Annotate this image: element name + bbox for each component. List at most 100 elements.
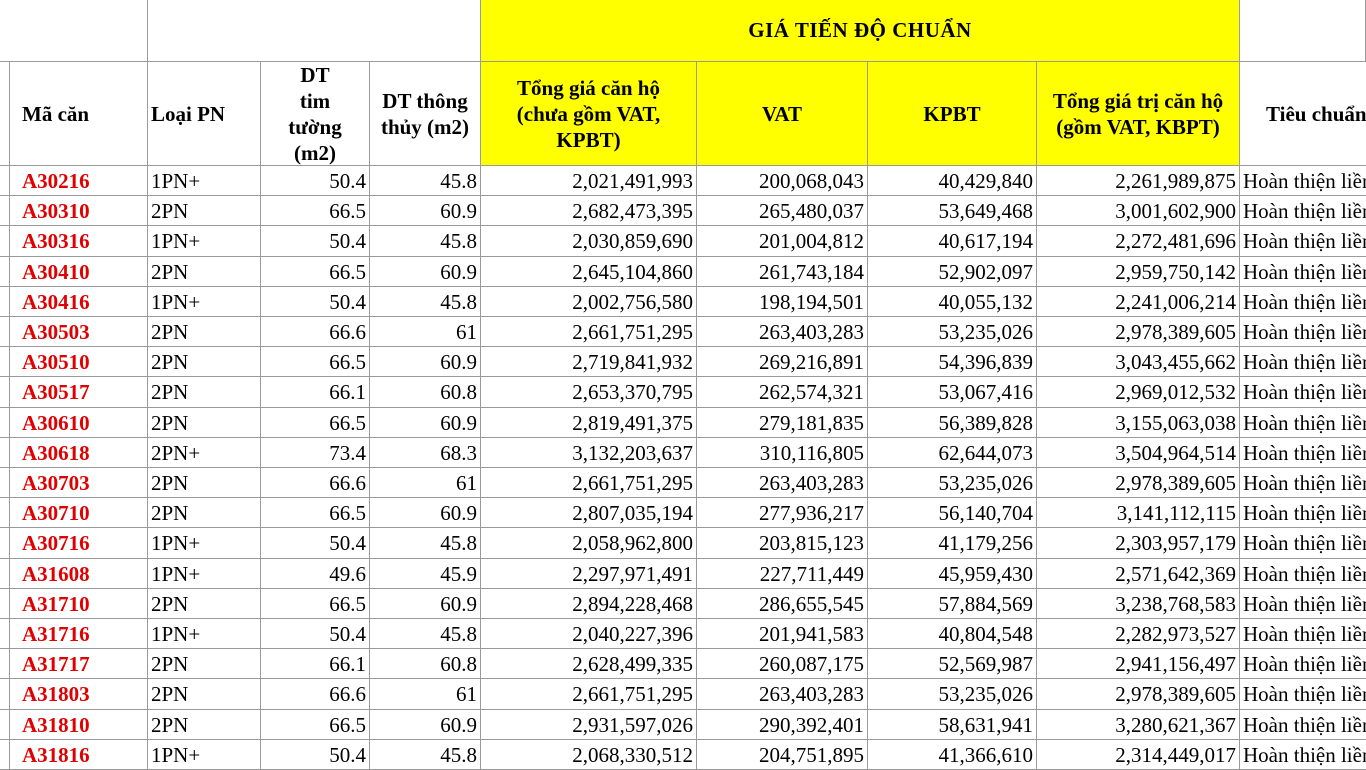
cell-tieu-chuan[interactable]: Hoàn thiện liền tường [1240,226,1366,257]
cell-dt-tim-tuong[interactable]: 66.5 [261,408,370,438]
cell-loai-pn[interactable]: 2PN [148,408,261,438]
cell-tieu-chuan[interactable]: Hoàn thiện liền tường [1240,740,1366,770]
cell-ma-can[interactable]: A30216 [10,166,148,196]
cell-dt-thong-thuy[interactable]: 45.9 [370,559,481,589]
cell-kpbt[interactable]: 40,429,840 [868,166,1037,196]
cell-tong-gia[interactable]: 2,661,751,295 [481,679,697,710]
cell-tong-gia[interactable]: 2,297,971,491 [481,559,697,589]
cell-loai-pn[interactable]: 1PN+ [148,166,261,196]
cell-dt-thong-thuy[interactable]: 60.9 [370,589,481,619]
cell-tong-gia-tri[interactable]: 2,303,957,179 [1037,528,1240,559]
cell-dt-tim-tuong[interactable]: 66.5 [261,498,370,528]
header-loai-pn[interactable]: Loại PN [148,62,261,166]
cell-tong-gia[interactable]: 2,819,491,375 [481,408,697,438]
cell-tong-gia[interactable]: 2,068,330,512 [481,740,697,770]
cell-tong-gia-tri[interactable]: 3,141,112,115 [1037,498,1240,528]
cell-dt-tim-tuong[interactable]: 66.6 [261,468,370,498]
cell-vat[interactable]: 277,936,217 [697,498,868,528]
cell-tieu-chuan[interactable]: Hoàn thiện liền tường [1240,589,1366,619]
cell-dt-tim-tuong[interactable]: 49.6 [261,559,370,589]
cell-kpbt[interactable]: 40,617,194 [868,226,1037,257]
cell-ma-can[interactable]: A31810 [10,710,148,740]
cell-tong-gia-tri[interactable]: 2,969,012,532 [1037,377,1240,408]
cell-dt-thong-thuy[interactable]: 45.8 [370,528,481,559]
cell-tong-gia[interactable]: 2,653,370,795 [481,377,697,408]
cell-loai-pn[interactable]: 1PN+ [148,740,261,770]
cell-tieu-chuan[interactable]: Hoàn thiện liền tường [1240,468,1366,498]
cell-loai-pn[interactable]: 2PN [148,710,261,740]
cell-loai-pn[interactable]: 1PN+ [148,528,261,559]
cell-tieu-chuan[interactable]: Hoàn thiện liền tường [1240,559,1366,589]
cell-ma-can[interactable]: A30510 [10,347,148,377]
cell-tong-gia[interactable]: 3,132,203,637 [481,438,697,468]
cell-tieu-chuan[interactable]: Hoàn thiện liền tường [1240,166,1366,196]
cell-kpbt[interactable]: 41,179,256 [868,528,1037,559]
cell-vat[interactable]: 198,194,501 [697,287,868,317]
cell-vat[interactable]: 265,480,037 [697,196,868,226]
cell-kpbt[interactable]: 52,902,097 [868,257,1037,287]
cell-ma-can[interactable]: A31608 [10,559,148,589]
cell-tong-gia-tri[interactable]: 2,978,389,605 [1037,679,1240,710]
cell-tong-gia-tri[interactable]: 2,261,989,875 [1037,166,1240,196]
cell-tong-gia[interactable]: 2,030,859,690 [481,226,697,257]
cell-tieu-chuan[interactable]: Hoàn thiện liền tường [1240,710,1366,740]
header-tong-gia[interactable]: Tổng giá căn hộ (chưa gồm VAT, KPBT) [481,62,697,166]
cell-tong-gia-tri[interactable]: 2,978,389,605 [1037,317,1240,347]
cell-kpbt[interactable]: 45,959,430 [868,559,1037,589]
cell-vat[interactable]: 203,815,123 [697,528,868,559]
cell-vat[interactable]: 269,216,891 [697,347,868,377]
cell-tong-gia[interactable]: 2,894,228,468 [481,589,697,619]
cell-ma-can[interactable]: A30416 [10,287,148,317]
cell-kpbt[interactable]: 53,649,468 [868,196,1037,226]
cell-dt-thong-thuy[interactable]: 61 [370,679,481,710]
cell-dt-tim-tuong[interactable]: 50.4 [261,226,370,257]
cell-tong-gia[interactable]: 2,645,104,860 [481,257,697,287]
cell-tong-gia-tri[interactable]: 2,978,389,605 [1037,468,1240,498]
cell-tong-gia[interactable]: 2,661,751,295 [481,317,697,347]
cell-vat[interactable]: 227,711,449 [697,559,868,589]
cell-ma-can[interactable]: A30503 [10,317,148,347]
cell-ma-can[interactable]: A31816 [10,740,148,770]
cell-ma-can[interactable]: A30316 [10,226,148,257]
cell-dt-tim-tuong[interactable]: 66.5 [261,257,370,287]
header-tong-gia-tri[interactable]: Tổng giá trị căn hộ (gồm VAT, KBPT) [1037,62,1240,166]
cell-tieu-chuan[interactable]: Hoàn thiện liền tường [1240,377,1366,408]
cell-ma-can[interactable]: A30310 [10,196,148,226]
cell-tong-gia-tri[interactable]: 3,238,768,583 [1037,589,1240,619]
cell-dt-thong-thuy[interactable]: 60.9 [370,257,481,287]
cell-vat[interactable]: 200,068,043 [697,166,868,196]
cell-kpbt[interactable]: 53,235,026 [868,679,1037,710]
cell-tong-gia[interactable]: 2,682,473,395 [481,196,697,226]
cell-tong-gia[interactable]: 2,807,035,194 [481,498,697,528]
cell-tieu-chuan[interactable]: Hoàn thiện liền tường [1240,408,1366,438]
cell-vat[interactable]: 263,403,283 [697,468,868,498]
cell-tieu-chuan[interactable]: Hoàn thiện liền tường [1240,528,1366,559]
cell-tieu-chuan[interactable]: Hoàn thiện liền tường [1240,317,1366,347]
cell-tieu-chuan[interactable]: Hoàn thiện liền tường [1240,196,1366,226]
cell-ma-can[interactable]: A30618 [10,438,148,468]
cell-kpbt[interactable]: 40,055,132 [868,287,1037,317]
cell-kpbt[interactable]: 40,804,548 [868,619,1037,649]
header-dt-thong-thuy[interactable]: DT thông thủy (m2) [370,62,481,166]
cell-ma-can[interactable]: A31710 [10,589,148,619]
cell-dt-thong-thuy[interactable]: 68.3 [370,438,481,468]
cell-kpbt[interactable]: 56,140,704 [868,498,1037,528]
top-right-empty-cell[interactable] [1240,0,1366,62]
cell-tong-gia-tri[interactable]: 2,941,156,497 [1037,649,1240,679]
cell-kpbt[interactable]: 53,235,026 [868,468,1037,498]
cell-tong-gia-tri[interactable]: 2,272,481,696 [1037,226,1240,257]
cell-vat[interactable]: 279,181,835 [697,408,868,438]
cell-tong-gia-tri[interactable]: 2,314,449,017 [1037,740,1240,770]
cell-dt-thong-thuy[interactable]: 60.9 [370,408,481,438]
cell-dt-tim-tuong[interactable]: 66.6 [261,317,370,347]
cell-tong-gia-tri[interactable]: 3,155,063,038 [1037,408,1240,438]
cell-tieu-chuan[interactable]: Hoàn thiện liền tường [1240,438,1366,468]
cell-ma-can[interactable]: A30410 [10,257,148,287]
cell-dt-tim-tuong[interactable]: 66.6 [261,679,370,710]
cell-vat[interactable]: 201,004,812 [697,226,868,257]
cell-tong-gia[interactable]: 2,628,499,335 [481,649,697,679]
cell-tieu-chuan[interactable]: Hoàn thiện liền tường [1240,649,1366,679]
cell-vat[interactable]: 204,751,895 [697,740,868,770]
cell-dt-thong-thuy[interactable]: 60.9 [370,498,481,528]
header-tieu-chuan[interactable]: Tiêu chuẩn [1240,62,1366,166]
